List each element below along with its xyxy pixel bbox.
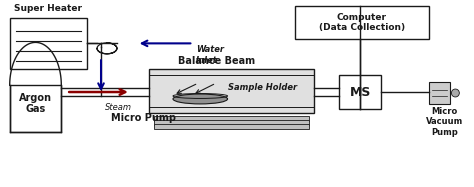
FancyBboxPatch shape [428, 82, 450, 104]
Text: Super Heater: Super Heater [14, 4, 82, 13]
Text: Computer
(Data Collection): Computer (Data Collection) [319, 13, 405, 32]
Text: Micro Pump: Micro Pump [111, 113, 176, 123]
Text: Argon
Gas: Argon Gas [19, 93, 52, 114]
FancyBboxPatch shape [9, 85, 61, 132]
FancyBboxPatch shape [154, 124, 310, 129]
FancyBboxPatch shape [154, 120, 310, 125]
Text: Water
Inlet: Water Inlet [196, 45, 224, 65]
Text: MS: MS [349, 85, 371, 99]
FancyBboxPatch shape [294, 6, 428, 39]
Text: Steam: Steam [105, 103, 132, 112]
Text: Micro
Vacuum
Pump: Micro Vacuum Pump [426, 107, 463, 137]
Text: Balance Beam: Balance Beam [178, 56, 255, 66]
Circle shape [451, 89, 459, 97]
Text: Sample Holder: Sample Holder [228, 82, 297, 92]
FancyBboxPatch shape [149, 69, 314, 113]
FancyBboxPatch shape [9, 18, 87, 69]
Ellipse shape [173, 94, 228, 104]
FancyBboxPatch shape [339, 75, 381, 109]
FancyBboxPatch shape [154, 116, 310, 121]
